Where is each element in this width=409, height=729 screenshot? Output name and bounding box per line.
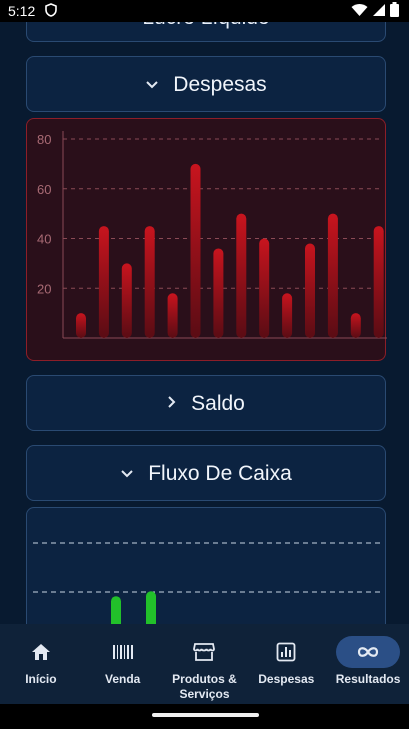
- y-tick-label: 80: [37, 132, 51, 147]
- nav-inicio[interactable]: Início: [3, 636, 79, 687]
- battery-icon: [390, 2, 399, 20]
- fluxo-bar: [146, 591, 156, 624]
- bar-chart-icon: [254, 636, 318, 668]
- y-tick-label: 40: [37, 232, 51, 247]
- despesa-bar: [259, 238, 270, 338]
- chevron-right-icon: [167, 395, 177, 413]
- y-tick-label: 20: [37, 281, 51, 296]
- chevron-down-icon: [120, 466, 134, 483]
- despesa-bar: [76, 313, 86, 338]
- despesa-bar: [236, 213, 247, 338]
- despesa-bar: [350, 313, 361, 338]
- despesa-bar: [327, 213, 338, 338]
- barcode-icon: [91, 636, 155, 668]
- gesture-handle[interactable]: [152, 713, 259, 717]
- despesa-bar: [98, 226, 109, 338]
- fluxo-de-caixa-chart: [26, 507, 386, 624]
- lucro-liquido-card[interactable]: Lucro Líquido: [26, 22, 386, 42]
- despesa-bar: [373, 226, 384, 338]
- wifi-icon: [351, 3, 368, 20]
- fluxo-bar: [111, 596, 121, 624]
- despesa-bar: [190, 163, 201, 338]
- results-scroll[interactable]: Lucro Líquido Despesas 20 40 60 80 Saldo: [0, 22, 409, 624]
- despesa-bar: [282, 293, 293, 338]
- y-tick-label: 60: [37, 182, 51, 197]
- fluxo-chart-svg: [33, 542, 383, 624]
- fluxo-de-caixa-card[interactable]: Fluxo De Caixa: [26, 445, 386, 501]
- despesa-bar: [144, 226, 155, 338]
- despesas-chart-svg: 20 40 60 80: [37, 131, 387, 339]
- chevron-down-icon: [145, 77, 159, 94]
- signal-icon: [372, 3, 386, 20]
- fluxo-de-caixa-title: Fluxo De Caixa: [148, 462, 292, 485]
- bottom-navigation: Início Venda Produtos & Serviços De: [0, 624, 409, 704]
- despesa-bar: [305, 243, 315, 338]
- store-icon: [172, 636, 236, 668]
- nav-despesas[interactable]: Despesas: [248, 636, 324, 687]
- nav-despesas-label: Despesas: [258, 672, 315, 686]
- nav-inicio-label: Início: [25, 672, 57, 686]
- nav-venda[interactable]: Venda: [85, 636, 161, 687]
- lucro-liquido-title: Lucro Líquido: [142, 22, 269, 30]
- despesas-card[interactable]: Despesas: [26, 56, 386, 112]
- despesa-bar: [121, 263, 132, 338]
- despesas-chart: 20 40 60 80: [26, 118, 387, 361]
- despesa-bar: [213, 248, 224, 338]
- despesa-bar: [167, 293, 178, 338]
- status-time: 5:12: [8, 3, 36, 19]
- nav-produtos-servicos[interactable]: Produtos & Serviços: [166, 636, 242, 702]
- nav-resultados-label: Resultados: [335, 672, 401, 686]
- infinity-icon: [336, 636, 401, 668]
- saldo-card[interactable]: Saldo: [26, 375, 386, 431]
- nav-produtos-servicos-label: Produtos & Serviços: [172, 672, 237, 701]
- status-bar: 5:12: [0, 0, 409, 22]
- home-icon: [9, 636, 73, 668]
- saldo-title: Saldo: [191, 392, 245, 415]
- despesas-title: Despesas: [173, 73, 267, 96]
- nav-resultados[interactable]: Resultados: [330, 636, 406, 687]
- gesture-area: [0, 704, 409, 729]
- nav-venda-label: Venda: [105, 672, 141, 686]
- shield-icon: [45, 3, 57, 20]
